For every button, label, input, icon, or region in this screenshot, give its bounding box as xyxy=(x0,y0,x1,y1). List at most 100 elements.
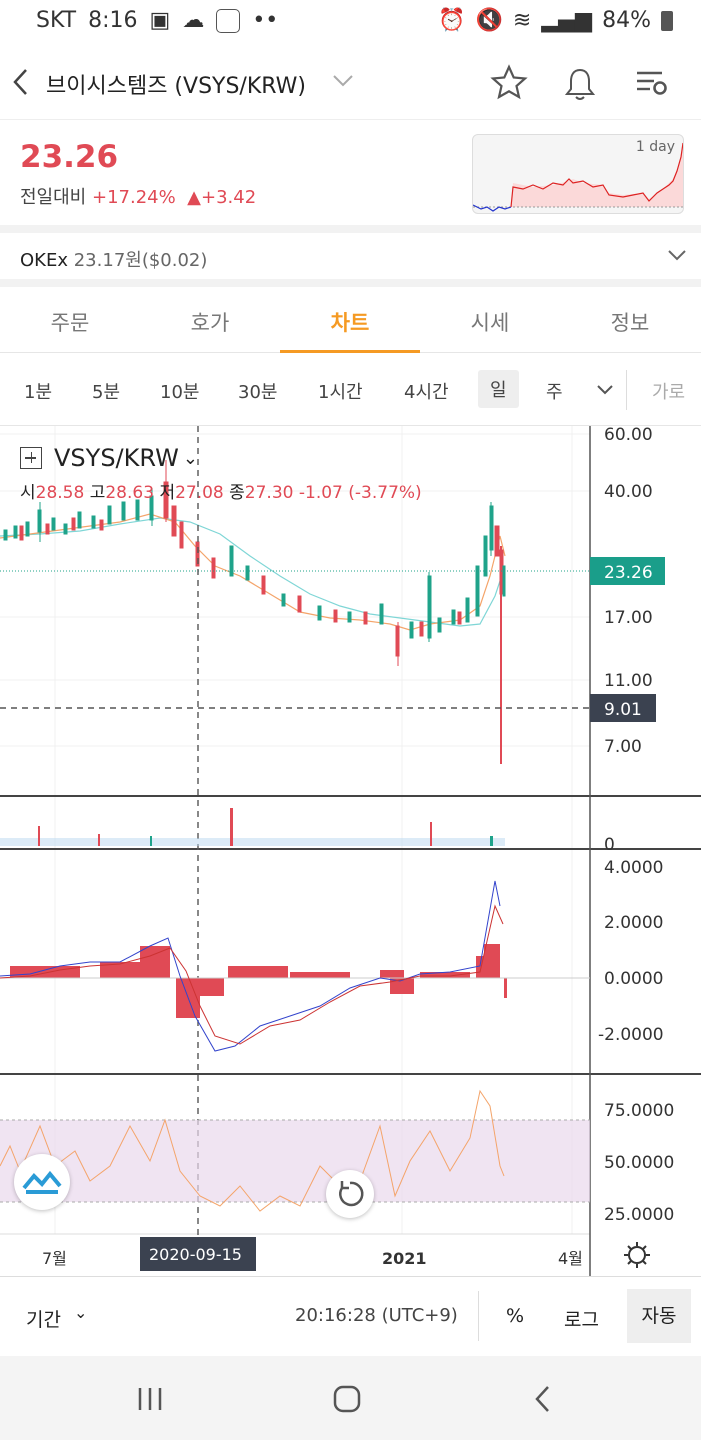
more-icon: •• xyxy=(252,8,279,33)
interval-5m[interactable]: 5분 xyxy=(92,382,121,403)
plus-icon[interactable] xyxy=(20,447,42,469)
crosshair-price-tag xyxy=(590,694,656,722)
change-value: -1.07 (-3.77%) xyxy=(298,483,422,503)
app-icon xyxy=(216,8,241,33)
low-value: 27.08 xyxy=(175,483,224,503)
chart-time: 20:16:28 (UTC+9) xyxy=(295,1305,458,1326)
interval-1m[interactable]: 1분 xyxy=(24,382,53,403)
chevron-down-icon[interactable]: ⌄ xyxy=(182,447,198,469)
candlesticks xyxy=(3,460,506,764)
interval-4h[interactable]: 4시간 xyxy=(404,382,449,403)
price-axis: 60.00 40.00 17.00 11.00 7.00 0 4.0000 2.… xyxy=(598,426,674,1225)
chart-brand-button[interactable] xyxy=(14,1154,70,1210)
exchange-row[interactable]: OKEx 23.17원($0.02) xyxy=(0,233,701,279)
settings-list-icon[interactable] xyxy=(634,68,670,98)
mini-chart[interactable]: 1 day xyxy=(472,134,684,214)
divider xyxy=(0,225,701,233)
signal-icon: ▂▄▆ xyxy=(541,8,593,33)
time-axis: 7월 2021 4월 xyxy=(42,1249,583,1268)
ohlc-readout: 시28.58 고28.63 저27.08 종27.30 -1.07 (-3.77… xyxy=(20,478,422,503)
carrier: SKT xyxy=(36,8,77,33)
open-value: 28.58 xyxy=(35,483,85,503)
crosshair-price-label: 9.01 xyxy=(604,700,642,720)
macd-histogram xyxy=(10,944,507,1018)
status-bar: SKT 8:16 ▣ ☁ •• ⏰ 🔇 ≋ ▂▄▆ 84% xyxy=(0,0,701,44)
axis-tick: 25.0000 xyxy=(604,1205,674,1225)
page-title[interactable]: 브이시스템즈 (VSYS/KRW) xyxy=(46,74,307,99)
divider xyxy=(478,1291,479,1341)
clock: 8:16 xyxy=(88,8,138,33)
interval-10m[interactable]: 10분 xyxy=(160,382,200,403)
tab-info[interactable]: 정보 xyxy=(610,311,650,335)
interval-week[interactable]: 주 xyxy=(546,382,563,403)
axis-tick: 75.0000 xyxy=(604,1101,674,1121)
recent-apps-icon[interactable] xyxy=(136,1386,166,1412)
chart-grid xyxy=(0,426,590,1234)
high-value: 28.63 xyxy=(105,483,155,503)
percent-scale-button[interactable]: % xyxy=(506,1305,525,1327)
rsi-band xyxy=(0,1120,590,1202)
axis-tick: 0.0000 xyxy=(604,969,663,989)
symbol-label[interactable]: VSYS/KRW xyxy=(54,444,179,472)
interval-1h[interactable]: 1시간 xyxy=(318,382,363,403)
battery-level: 84% xyxy=(602,8,651,33)
chevron-down-icon[interactable] xyxy=(332,74,354,88)
time-tick: 2021 xyxy=(382,1249,427,1268)
mini-chart-line xyxy=(473,142,683,212)
orientation-toggle[interactable]: 가로 xyxy=(652,382,686,403)
tab-quotes[interactable]: 시세 xyxy=(470,311,510,335)
high-label: 고 xyxy=(89,483,106,503)
axis-tick: 17.00 xyxy=(604,608,653,628)
gear-icon[interactable] xyxy=(624,1242,650,1268)
current-price: 23.26 xyxy=(20,139,119,175)
tab-chart[interactable]: 차트 xyxy=(330,311,370,335)
back-icon[interactable] xyxy=(10,66,30,98)
home-icon[interactable] xyxy=(332,1384,362,1414)
period-selector[interactable]: 기간 xyxy=(26,1309,61,1331)
wifi-icon: ≋ xyxy=(512,8,532,33)
interval-30m[interactable]: 30분 xyxy=(238,382,278,403)
star-icon[interactable] xyxy=(490,64,528,102)
divider xyxy=(626,370,627,410)
crosshair-date-tag xyxy=(140,1237,256,1271)
change-percent: +17.24% xyxy=(91,187,176,208)
crosshair-date-label: 2020-09-15 xyxy=(149,1245,242,1264)
refresh-icon xyxy=(339,1181,364,1207)
change-label: 전일대비 xyxy=(20,187,87,208)
interval-bar: 1분 5분 10분 30분 1시간 4시간 일 주 가로 xyxy=(0,354,701,426)
axis-tick: 40.00 xyxy=(604,482,653,502)
chevron-down-icon[interactable] xyxy=(596,384,614,396)
tab-orderbook[interactable]: 호가 xyxy=(190,311,230,335)
auto-scale-button[interactable]: 자동 xyxy=(627,1289,691,1343)
chart-canvas[interactable]: 60.00 40.00 17.00 11.00 7.00 0 4.0000 2.… xyxy=(0,426,701,1276)
volume-bars xyxy=(0,808,505,846)
cloud-icon: ☁ xyxy=(182,8,205,33)
chart-legend[interactable]: VSYS/KRW ⌄ xyxy=(20,444,198,472)
reset-chart-button[interactable] xyxy=(326,1170,374,1218)
alarm-icon: ⏰ xyxy=(438,8,466,33)
exchange-price: 23.17원($0.02) xyxy=(73,250,208,271)
axis-tick: 0 xyxy=(604,835,615,855)
chevron-down-icon[interactable] xyxy=(667,249,687,263)
mute-icon: 🔇 xyxy=(475,8,503,33)
current-price-tag xyxy=(590,557,665,585)
low-label: 저 xyxy=(159,483,176,503)
bell-icon[interactable] xyxy=(563,66,597,102)
exchange-name: OKEx xyxy=(20,250,68,271)
close-label: 종 xyxy=(229,483,245,503)
back-nav-icon[interactable] xyxy=(532,1384,554,1414)
chevron-down-icon[interactable]: ⌄ xyxy=(74,1303,88,1322)
axis-tick: 7.00 xyxy=(604,737,642,757)
app-bar: 브이시스템즈 (VSYS/KRW) xyxy=(0,44,701,120)
gallery-icon: ▣ xyxy=(149,8,171,33)
system-nav-bar xyxy=(0,1356,701,1440)
price-change: 전일대비 +17.24% ▲+3.42 xyxy=(20,183,256,209)
axis-tick: 11.00 xyxy=(604,671,653,691)
tab-order[interactable]: 주문 xyxy=(50,311,90,335)
price-chart[interactable]: 60.00 40.00 17.00 11.00 7.00 0 4.0000 2.… xyxy=(0,426,701,1276)
interval-day[interactable]: 일 xyxy=(478,370,519,408)
divider xyxy=(0,279,701,287)
log-scale-button[interactable]: 로그 xyxy=(564,1309,599,1331)
axis-tick: 4.0000 xyxy=(604,858,663,878)
moving-average-long xyxy=(0,517,506,627)
